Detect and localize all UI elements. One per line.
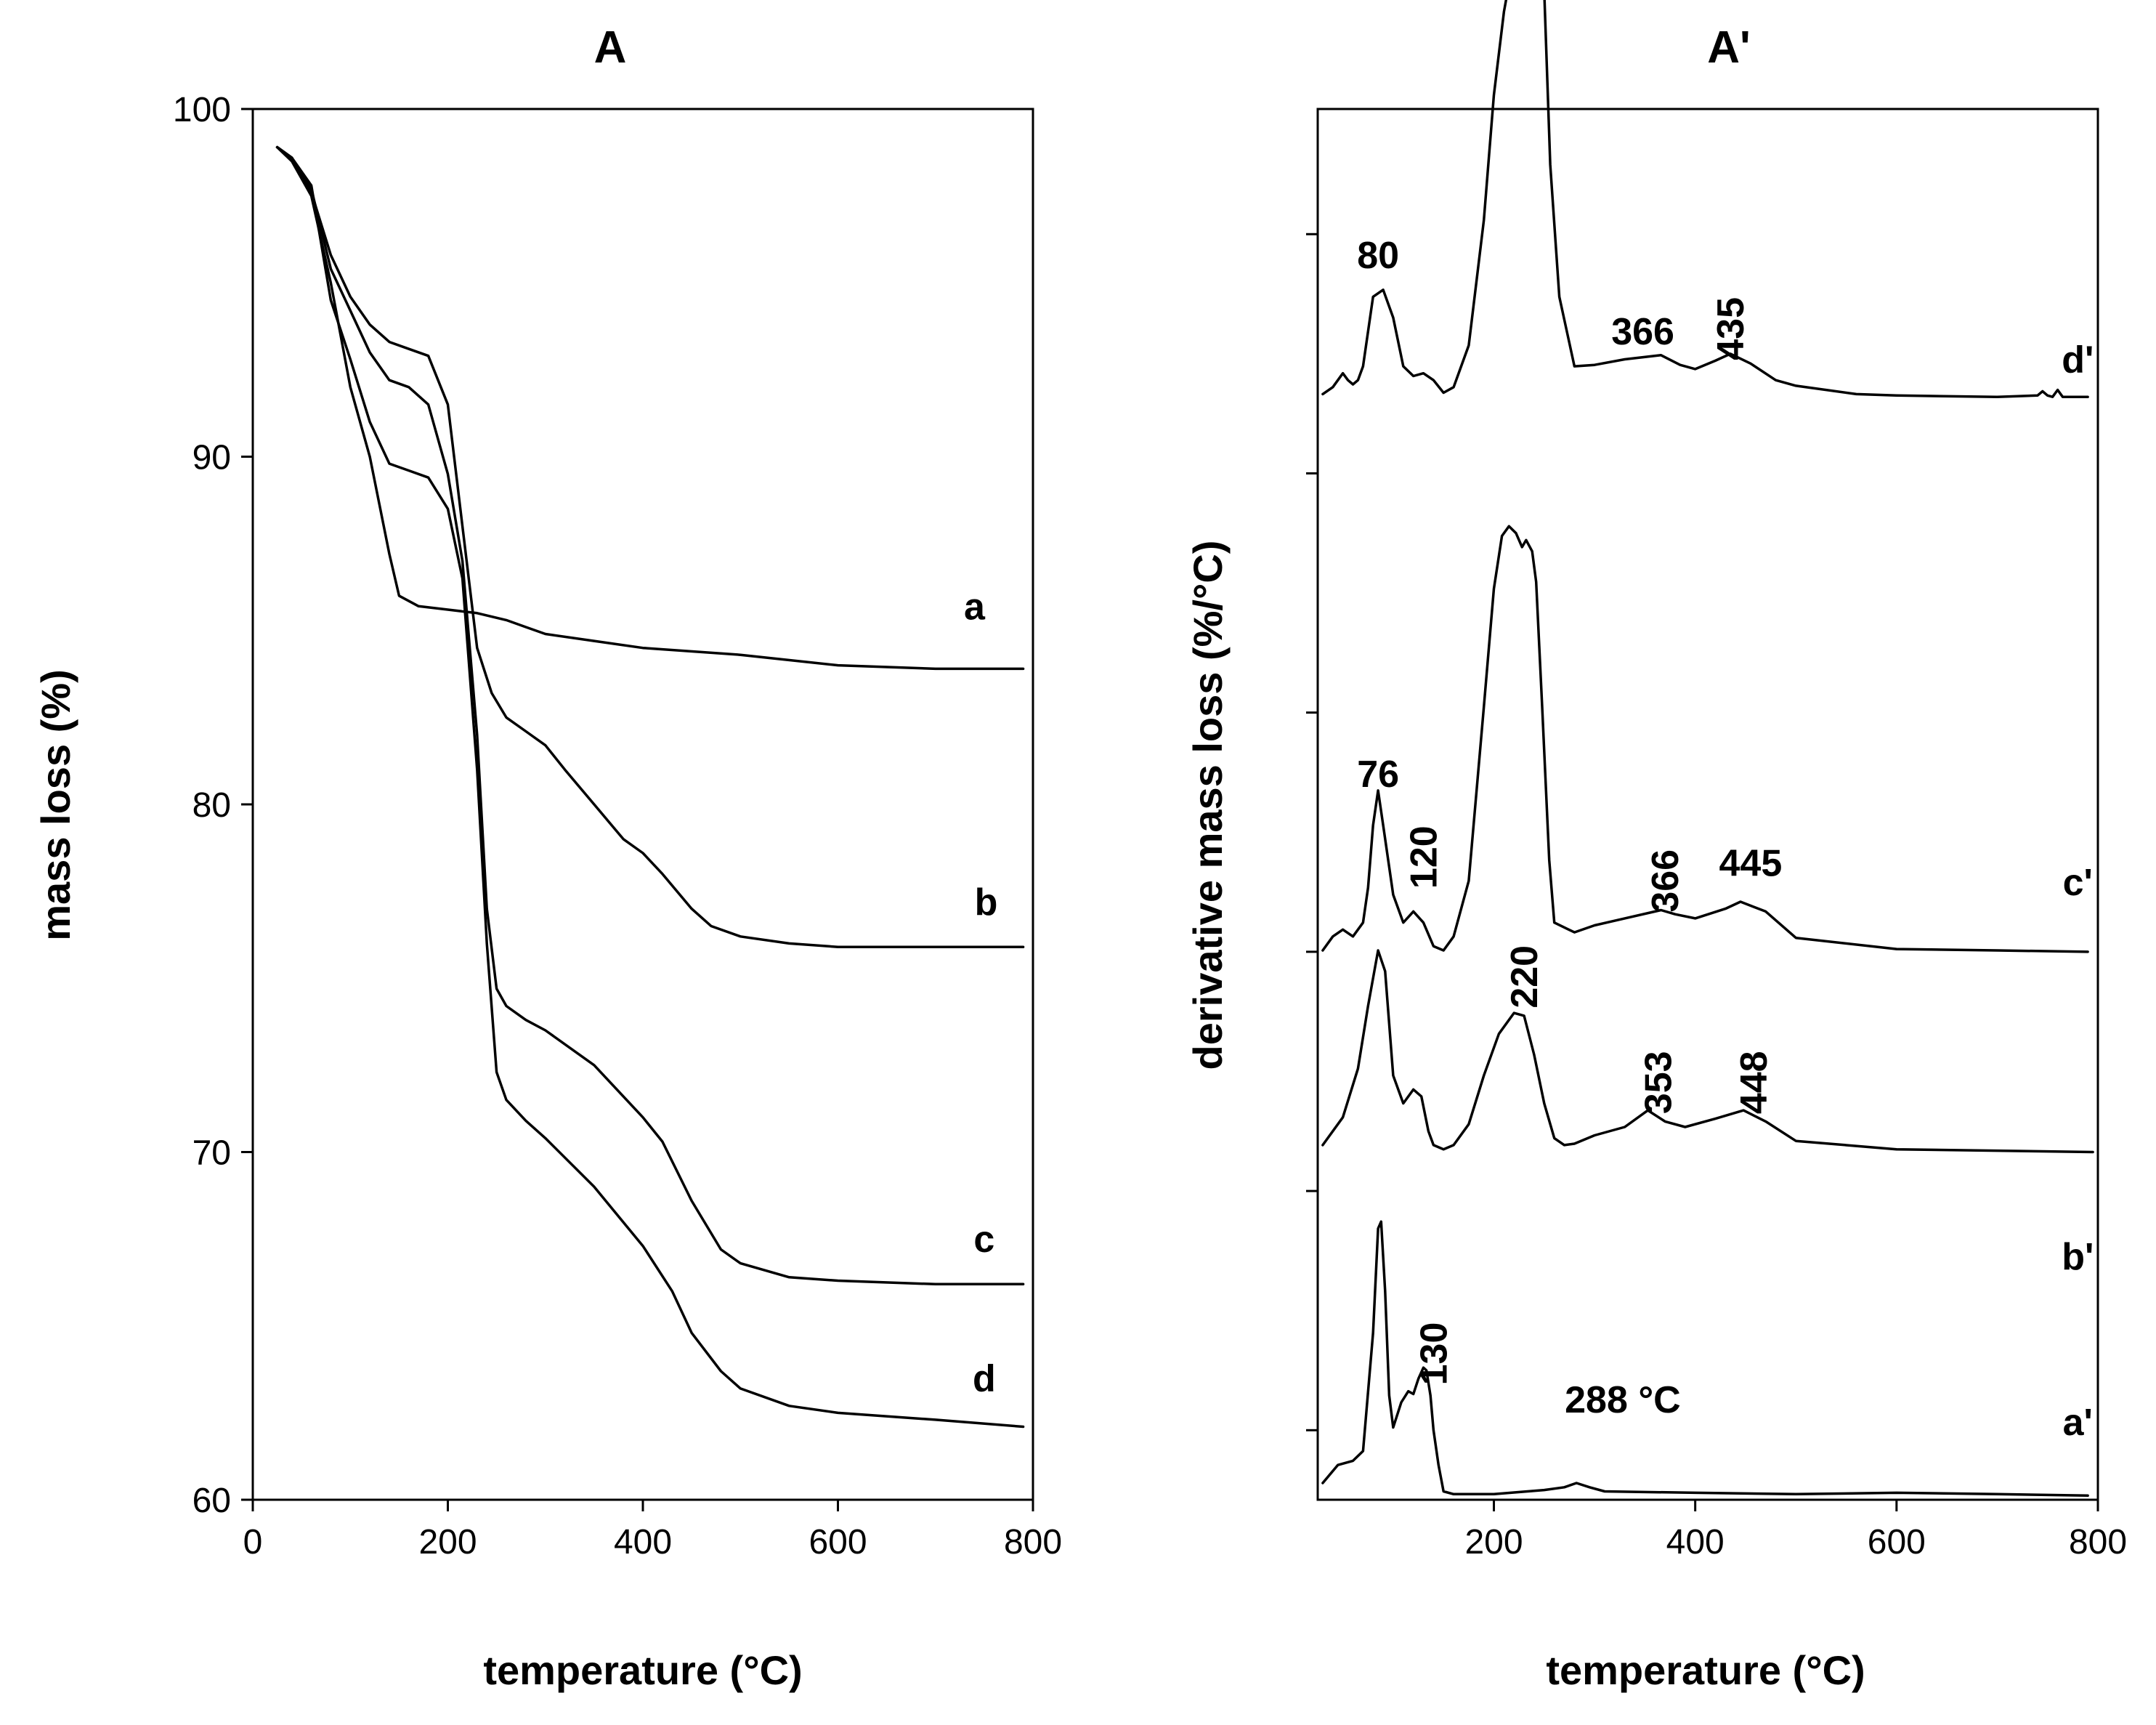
panel-a-mass-loss-chart: A 0 200 400 600 800 60 70 80 90 100 a b c d temperat… bbox=[33, 23, 1062, 1693]
panel-a-prime-x-axis-label: temperature (°C) bbox=[1546, 1647, 1865, 1693]
y-tick-label: 100 bbox=[173, 91, 231, 129]
curve-label-d-prime: d' bbox=[2062, 339, 2094, 381]
curve-b-prime bbox=[1321, 949, 2094, 1154]
peak-annotation: 216 bbox=[1455, 0, 1518, 9]
x-tick-label: 800 bbox=[1004, 1523, 1062, 1562]
curve-label-d: d bbox=[973, 1358, 996, 1400]
y-tick-label: 70 bbox=[192, 1134, 231, 1173]
curve-a-prime bbox=[1321, 1220, 2089, 1498]
y-tick-label: 60 bbox=[192, 1482, 231, 1520]
peak-annotation: 80 bbox=[1357, 235, 1399, 277]
curve-label-b-prime: b' bbox=[2062, 1236, 2094, 1278]
panel-a-prime-peak-annotations: 2162408036643576120366445220353448130288… bbox=[1357, 0, 1782, 1421]
curve-c-prime bbox=[1321, 525, 2089, 953]
curve-label-c: c bbox=[973, 1219, 994, 1261]
curve-label-a-prime: a' bbox=[2063, 1402, 2093, 1444]
panel-a-axes: 0 200 400 600 800 60 70 80 90 100 bbox=[173, 91, 1062, 1562]
panel-a-prime-curves: a' b' c' d' bbox=[1321, 0, 2094, 1498]
x-tick-label: 400 bbox=[1666, 1523, 1725, 1562]
peak-annotation: 435 bbox=[1710, 297, 1752, 360]
panel-a-x-axis-label: temperature (°C) bbox=[483, 1647, 802, 1693]
peak-annotation: 288 °C bbox=[1565, 1379, 1681, 1421]
x-tick-label: 600 bbox=[808, 1523, 867, 1562]
x-tick-label: 200 bbox=[1464, 1523, 1523, 1562]
peak-annotation: 366 bbox=[1645, 849, 1687, 913]
x-tick-label: 600 bbox=[1868, 1523, 1926, 1562]
x-tick-label: 200 bbox=[418, 1523, 477, 1562]
curve-label-c-prime: c' bbox=[2063, 862, 2093, 904]
panel-a-prime-axes: 200 400 600 800 bbox=[1306, 233, 2127, 1562]
panel-a-prime-title: A' bbox=[1707, 23, 1751, 73]
curve-d-prime bbox=[1321, 0, 2089, 398]
curve-b bbox=[275, 145, 1025, 948]
panel-a-prime-y-axis-label: derivative mass loss (%/°C) bbox=[1185, 541, 1231, 1070]
curve-a bbox=[275, 145, 1025, 671]
peak-annotation: 220 bbox=[1504, 945, 1546, 1009]
y-tick-label: 90 bbox=[192, 439, 231, 477]
x-tick-label: 0 bbox=[243, 1523, 263, 1562]
peak-annotation: 366 bbox=[1611, 311, 1674, 353]
peak-annotation: 353 bbox=[1637, 1051, 1679, 1114]
curve-c bbox=[275, 145, 1025, 1286]
peak-annotation: 120 bbox=[1403, 825, 1446, 889]
curve-label-a: a bbox=[964, 586, 986, 628]
peak-annotation: 448 bbox=[1733, 1051, 1775, 1114]
panel-a-y-axis-label: mass loss (%) bbox=[33, 669, 78, 941]
peak-annotation: 76 bbox=[1357, 754, 1399, 796]
panel-a-curves: a b c d bbox=[275, 145, 1025, 1429]
peak-annotation: 130 bbox=[1413, 1322, 1455, 1386]
panel-a-prime-plot-frame bbox=[1316, 108, 2099, 1501]
peak-annotation: 445 bbox=[1719, 842, 1783, 884]
x-tick-label: 400 bbox=[614, 1523, 672, 1562]
panel-a-title: A bbox=[594, 23, 627, 73]
y-tick-label: 80 bbox=[192, 786, 231, 825]
x-tick-label: 800 bbox=[2069, 1523, 2127, 1562]
curve-label-b: b bbox=[975, 881, 998, 924]
curve-d bbox=[275, 145, 1025, 1429]
